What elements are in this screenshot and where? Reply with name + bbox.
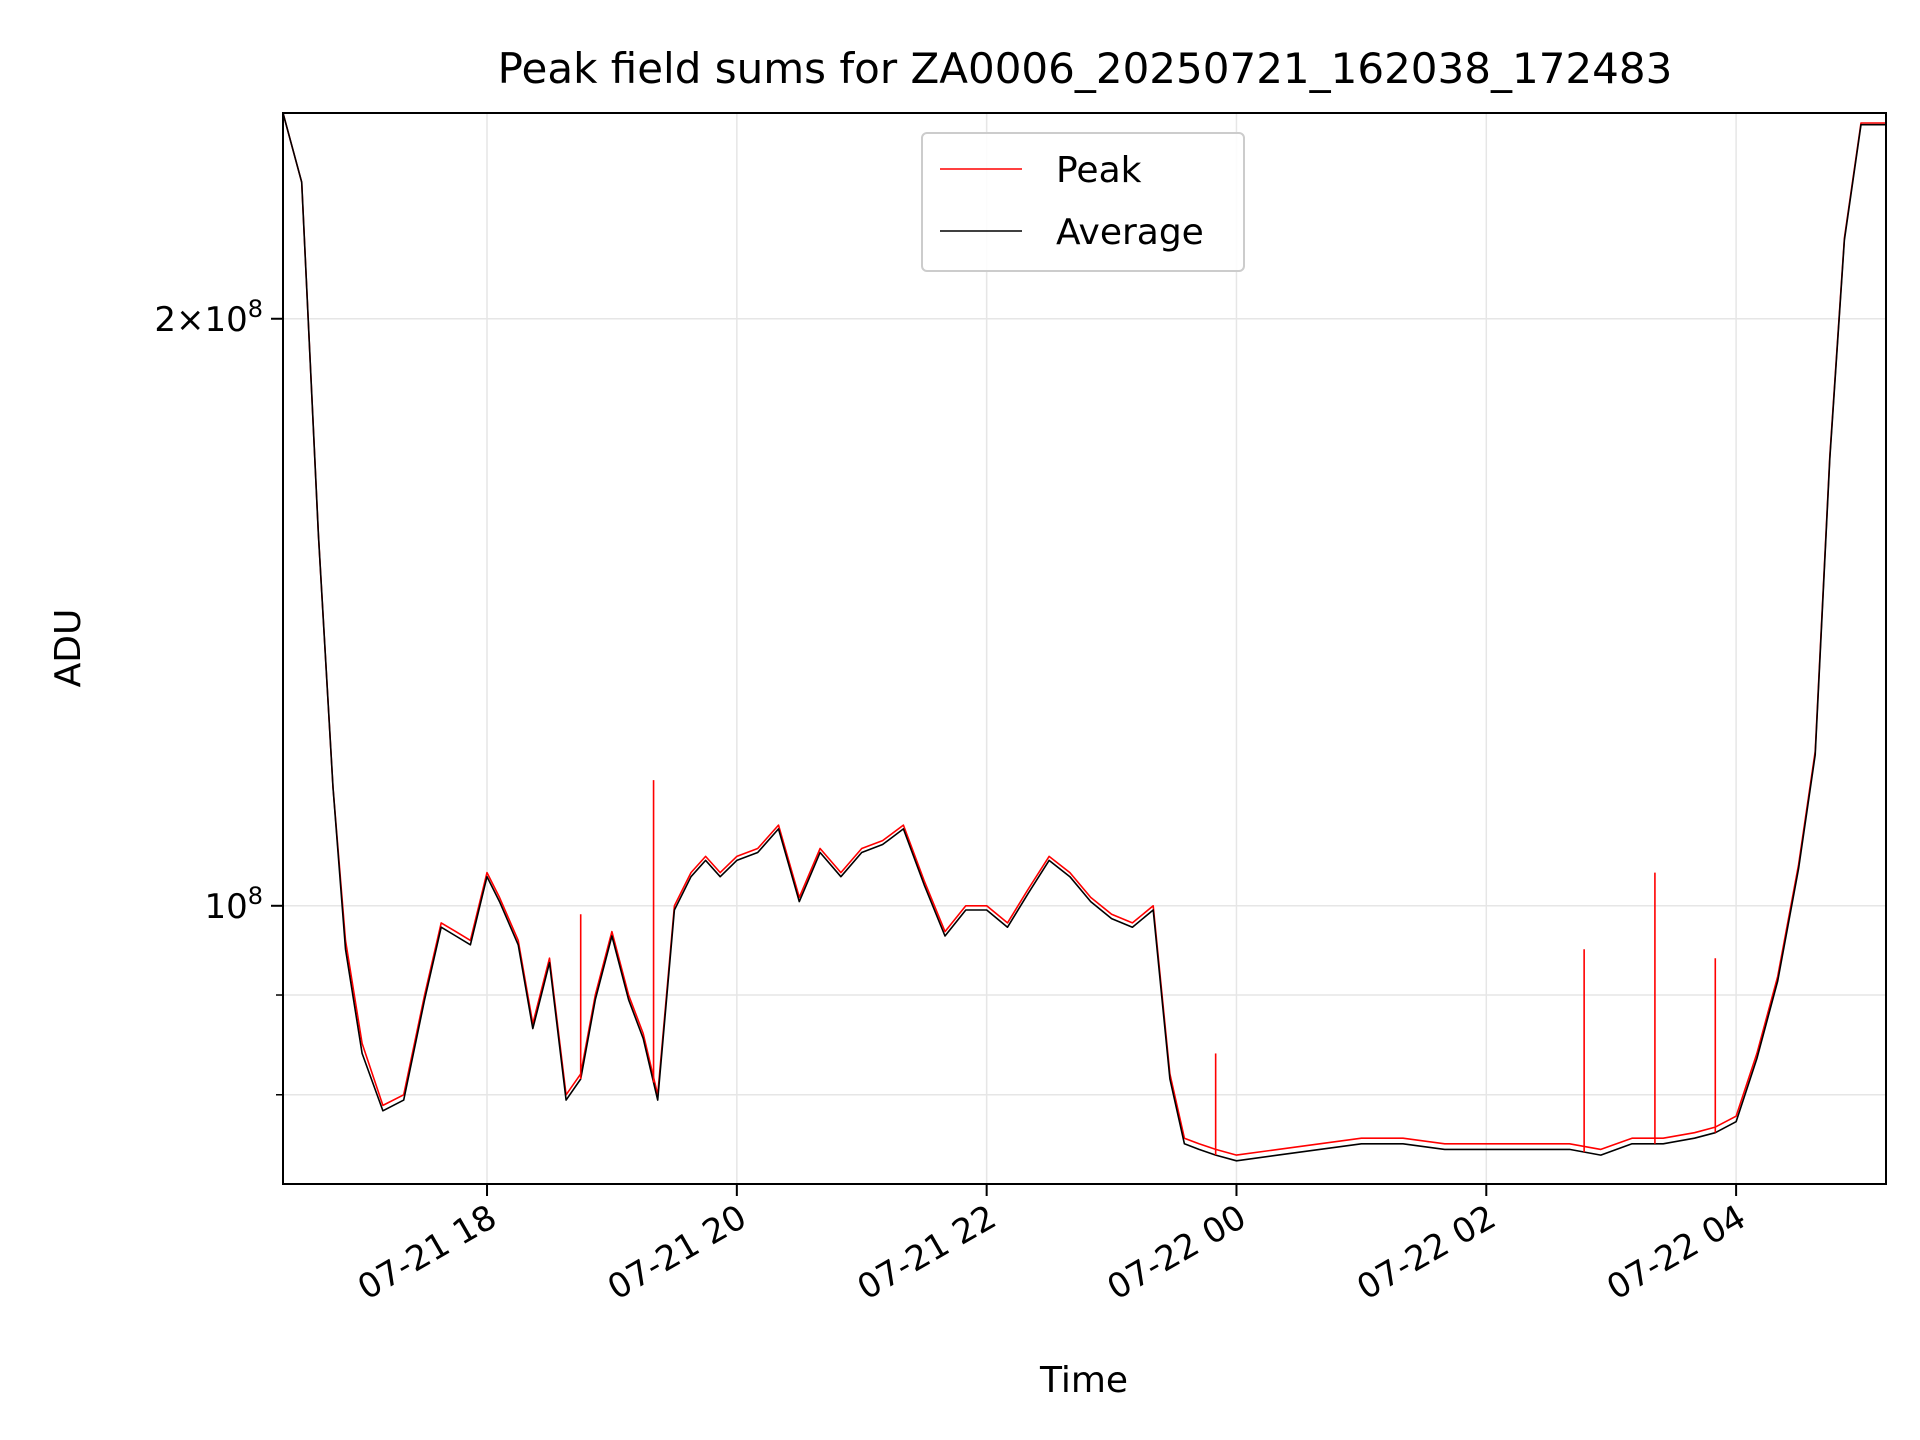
legend: Peak Average [921,132,1245,272]
peak-spikes-group [579,780,1717,1156]
y-tick-exponent: 8 [248,882,263,910]
series-line-peak [282,112,1886,1156]
chart-title: Peak field sums for ZA0006_20250721_1620… [498,44,1673,93]
axes-frame [282,112,1887,1185]
y-tick-label: 108 [204,882,263,927]
legend-peak-label: Peak [1056,150,1142,191]
y-axis-label: ADU [48,609,89,688]
y-tick-exponent: 8 [248,295,263,323]
legend-box [921,132,1245,272]
grid-lines [283,113,1886,1184]
y-tick-label: 2×108 [154,295,263,340]
x-axis-label: Time [1039,1360,1128,1401]
legend-average-label: Average [1056,212,1204,253]
y-tick-times: × [176,300,205,340]
series-group [282,112,1886,1162]
series-line-average [282,112,1886,1162]
y-tick-base: 10 [204,887,247,927]
y-tick-base: 10 [204,300,247,340]
y-tick-mantissa: 2 [154,300,176,340]
